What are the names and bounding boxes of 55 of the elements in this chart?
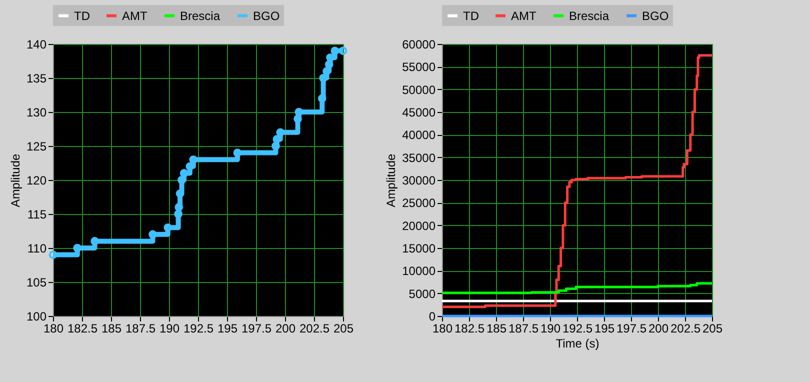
legend-label: BGO bbox=[253, 8, 280, 23]
y-tick-label: 125 bbox=[26, 140, 47, 154]
y-tick-label: 45000 bbox=[402, 106, 436, 120]
x-tick-label: 205 bbox=[333, 322, 354, 336]
y-tick-label: 60000 bbox=[402, 38, 436, 52]
x-tick-label: 195 bbox=[217, 322, 238, 336]
y-axis-title: Amplitude bbox=[8, 154, 22, 208]
y-tick-label: 30000 bbox=[402, 174, 436, 188]
y-tick-label: 135 bbox=[26, 72, 47, 86]
y-tick-label: 105 bbox=[26, 276, 47, 290]
x-tick-label: 192.5 bbox=[183, 322, 214, 336]
x-tick-label: 197.5 bbox=[616, 322, 647, 336]
legend-label: TD bbox=[463, 8, 480, 23]
x-tick-label: 200 bbox=[648, 322, 669, 336]
y-tick-label: 40000 bbox=[402, 128, 436, 142]
legend-label: Brescia bbox=[180, 8, 220, 23]
x-tick-label: 180 bbox=[432, 322, 453, 336]
y-tick-label: 120 bbox=[26, 174, 47, 188]
y-tick-label: 50000 bbox=[402, 82, 436, 97]
legend-label: AMT bbox=[122, 8, 148, 23]
x-axis-title: Time (s) bbox=[556, 336, 600, 350]
x-tick-label: 195 bbox=[594, 322, 615, 336]
x-tick-label: 180 bbox=[43, 322, 64, 336]
y-tick-label: 110 bbox=[27, 242, 47, 256]
y-tick-label: 10000 bbox=[402, 264, 436, 278]
x-tick-label: 185 bbox=[486, 322, 507, 336]
x-tick-label: 187.5 bbox=[125, 322, 156, 336]
x-tick-label: 182.5 bbox=[454, 322, 485, 336]
y-tick-label: 115 bbox=[27, 208, 47, 222]
y-tick-label: 100 bbox=[26, 310, 47, 324]
y-tick-label: 140 bbox=[26, 38, 47, 52]
x-tick-label: 190 bbox=[540, 322, 561, 336]
x-tick-label: 185 bbox=[101, 322, 122, 336]
y-axis-title: Amplitude bbox=[384, 154, 398, 208]
x-tick-label: 190 bbox=[159, 322, 180, 336]
x-tick-label: 187.5 bbox=[508, 322, 539, 336]
y-tick-label: 25000 bbox=[402, 196, 436, 210]
y-tick-label: 55000 bbox=[402, 60, 436, 74]
y-tick-label: 0 bbox=[428, 310, 436, 324]
y-tick-label: 130 bbox=[26, 106, 47, 120]
y-tick-label: 5000 bbox=[408, 286, 436, 301]
legend-label: BGO bbox=[642, 8, 669, 23]
y-tick-label: 35000 bbox=[402, 150, 436, 165]
y-tick-label: 15000 bbox=[402, 242, 436, 256]
legend-label: TD bbox=[74, 8, 90, 23]
x-tick-label: 192.5 bbox=[562, 322, 593, 336]
x-tick-label: 202.5 bbox=[299, 322, 330, 336]
x-tick-label: 205 bbox=[702, 322, 723, 336]
x-tick-label: 182.5 bbox=[67, 322, 98, 336]
x-tick-label: 197.5 bbox=[241, 322, 272, 336]
x-tick-label: 200 bbox=[275, 322, 296, 336]
x-tick-label: 202.5 bbox=[670, 322, 701, 336]
legend-label: AMT bbox=[511, 8, 537, 23]
y-tick-label: 20000 bbox=[402, 218, 436, 233]
legend-label: Brescia bbox=[569, 8, 610, 23]
